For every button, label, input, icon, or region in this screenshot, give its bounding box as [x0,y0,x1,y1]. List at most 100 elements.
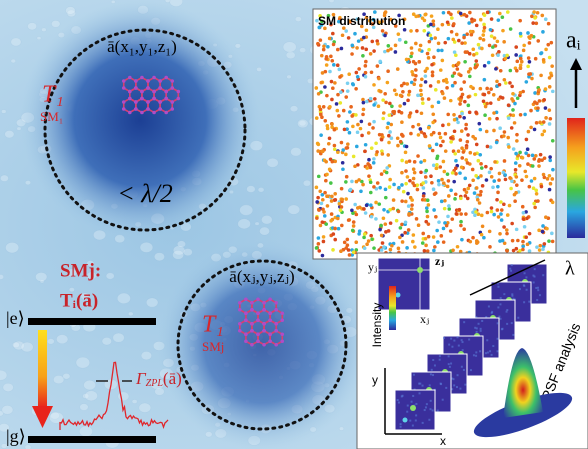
dot [513,121,517,125]
noise [536,299,538,301]
dot [436,240,440,244]
dot [475,24,479,28]
dot [514,45,518,49]
atom [122,107,126,111]
dot [444,78,448,82]
atom [128,97,132,101]
atom [256,318,260,322]
droplet [12,342,19,348]
dot [369,203,373,207]
dot [493,36,497,40]
dot [526,65,530,69]
noise [428,419,430,421]
droplet [255,222,259,225]
noise [524,272,526,274]
dot [454,192,458,196]
dot [467,104,471,108]
dot [505,249,509,253]
dot [468,75,472,79]
atom [268,339,272,343]
dot [364,64,368,68]
noise [534,268,536,270]
dot [432,249,436,253]
dot [546,177,550,181]
dot [394,50,398,54]
dot [458,115,462,119]
dot [473,191,477,195]
dot [458,102,462,106]
noise [474,327,476,329]
dot [447,37,451,41]
dot [522,44,526,48]
dot [460,238,464,242]
atom [152,76,156,80]
dot [439,144,443,148]
dot [370,146,374,150]
dot [530,179,534,183]
droplet [84,380,96,390]
dot [321,254,325,258]
dot [487,61,491,65]
dot [521,205,525,209]
dot [318,189,322,193]
atom [140,76,144,80]
dot [335,102,339,106]
dot [441,59,445,63]
dot [430,37,434,41]
dot [317,236,321,240]
dot [450,16,454,20]
dot [340,205,344,209]
dot [417,123,421,127]
dot [408,179,412,183]
psf-spot [396,293,401,298]
dot [491,186,495,190]
atom [152,90,156,94]
dot [505,54,509,58]
dot [421,241,425,245]
dot [355,213,359,217]
dot [329,219,333,223]
droplet [80,404,89,411]
noise [456,336,458,338]
dot [462,80,466,84]
dot [410,46,414,50]
dot [388,130,392,134]
dot [430,105,434,109]
dot [449,229,453,233]
noise [463,369,465,371]
dot [528,185,532,189]
dot [532,10,536,14]
dot [369,234,373,238]
dot [421,232,425,236]
dot [315,186,319,190]
dot [542,98,546,102]
dot [451,38,455,42]
dot [512,249,516,253]
atom [134,86,138,90]
dot [449,13,453,17]
noise [511,322,513,324]
dot [340,141,344,145]
dot [511,239,515,243]
dot [492,111,496,115]
dot [421,16,425,20]
dot [420,77,424,81]
dot [387,141,391,145]
dot [453,81,457,85]
droplet [303,180,311,186]
noise [432,359,434,361]
droplet [283,42,296,53]
dot [364,71,368,75]
dot [459,212,463,216]
dot [317,143,321,147]
dot [343,128,347,132]
dot [319,224,323,228]
dot [488,230,492,234]
atom [262,322,266,326]
dot [462,116,466,120]
dot [364,211,368,215]
dot [395,219,399,223]
droplet [259,227,269,235]
dot [350,180,354,184]
noise [528,301,530,303]
